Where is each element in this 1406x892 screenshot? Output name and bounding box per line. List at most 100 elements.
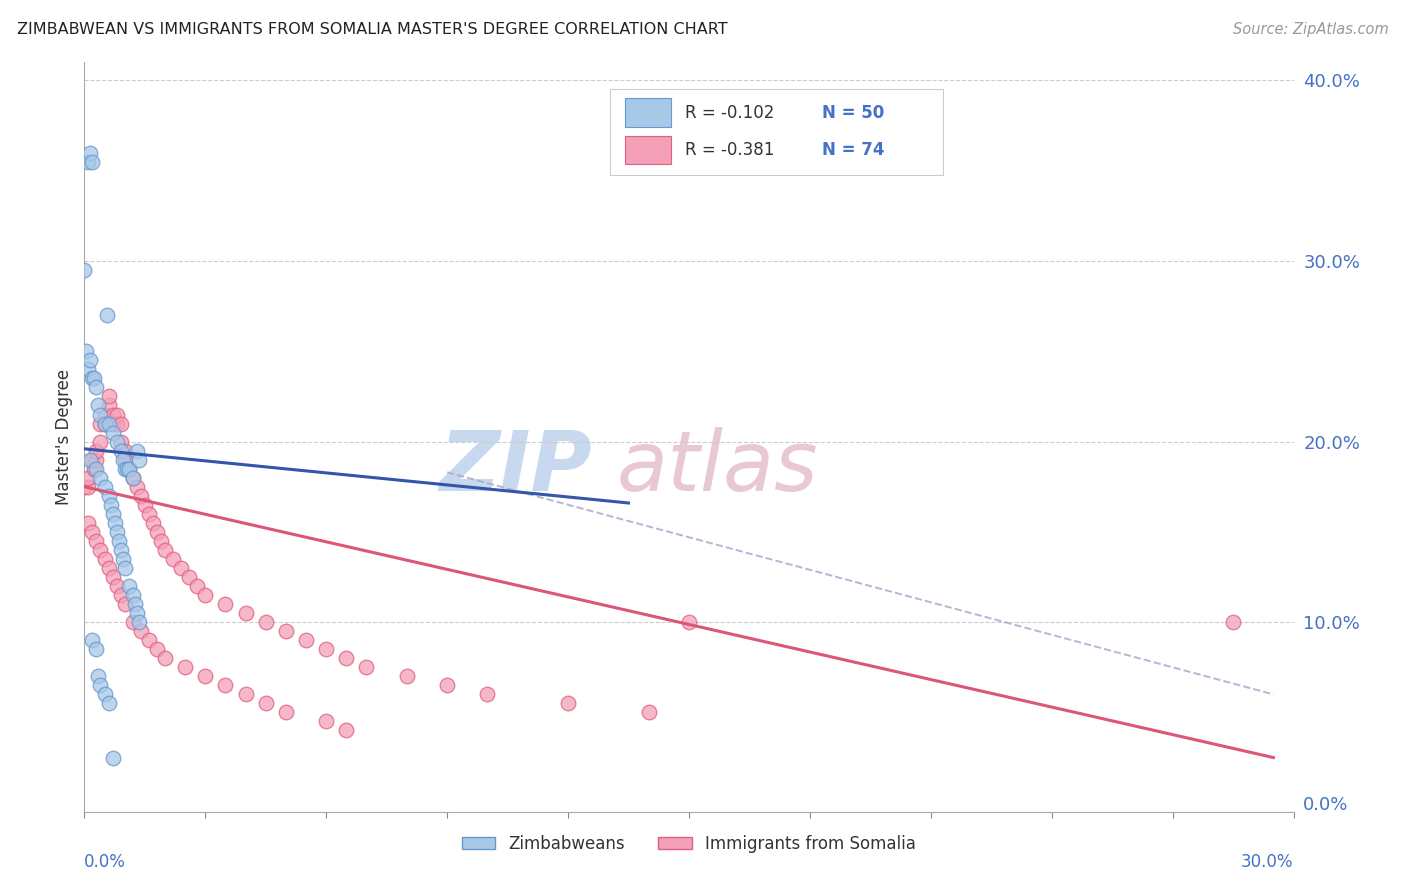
Point — [115, 461, 138, 475]
Point — [86, 642, 108, 657]
Point — [105, 579, 128, 593]
Point — [110, 443, 132, 458]
Point — [118, 461, 141, 475]
Point — [107, 533, 129, 548]
Point — [118, 461, 141, 475]
Point — [82, 154, 104, 169]
Point — [105, 417, 128, 431]
Point — [82, 633, 104, 648]
Point — [101, 425, 124, 440]
Point — [315, 714, 337, 729]
Point — [436, 678, 458, 692]
Point — [105, 434, 128, 449]
Point — [315, 642, 337, 657]
Point — [138, 633, 160, 648]
Text: ZIP: ZIP — [440, 426, 592, 508]
Point — [129, 624, 152, 639]
Point — [77, 154, 100, 169]
Point — [114, 452, 136, 467]
Point — [87, 399, 110, 413]
Point — [105, 524, 128, 539]
Point — [111, 552, 134, 566]
Point — [125, 443, 148, 458]
Point — [89, 471, 111, 485]
Point — [104, 516, 127, 530]
Point — [477, 687, 499, 701]
Point — [77, 480, 100, 494]
Point — [138, 507, 160, 521]
Text: 30.0%: 30.0% — [1241, 853, 1294, 871]
Point — [86, 452, 108, 467]
Point — [89, 408, 111, 422]
Point — [149, 533, 172, 548]
Point — [97, 389, 120, 403]
Point — [89, 434, 111, 449]
Text: R = -0.381: R = -0.381 — [685, 141, 775, 159]
Point — [89, 543, 111, 558]
Point — [274, 706, 297, 720]
Point — [153, 543, 176, 558]
Point — [93, 408, 115, 422]
Text: N = 74: N = 74 — [823, 141, 884, 159]
Point — [93, 480, 115, 494]
Point — [678, 615, 700, 629]
Point — [125, 480, 148, 494]
FancyBboxPatch shape — [624, 136, 671, 164]
Point — [235, 687, 257, 701]
Point — [335, 651, 357, 665]
Point — [86, 533, 108, 548]
Point — [254, 615, 277, 629]
Point — [110, 588, 132, 602]
Point — [128, 615, 150, 629]
Text: Source: ZipAtlas.com: Source: ZipAtlas.com — [1233, 22, 1389, 37]
Y-axis label: Master's Degree: Master's Degree — [55, 369, 73, 505]
Point — [114, 443, 136, 458]
Point — [87, 669, 110, 683]
Point — [93, 417, 115, 431]
Point — [96, 308, 118, 322]
Point — [274, 624, 297, 639]
Point — [89, 417, 111, 431]
Point — [146, 642, 169, 657]
Point — [93, 417, 115, 431]
Point — [83, 371, 105, 385]
Point — [114, 597, 136, 611]
Text: 0.0%: 0.0% — [84, 853, 127, 871]
Point — [86, 443, 108, 458]
Point — [77, 516, 100, 530]
Point — [121, 471, 143, 485]
Point — [111, 452, 134, 467]
Point — [128, 452, 150, 467]
Point — [101, 417, 124, 431]
Point — [105, 408, 128, 422]
Point — [101, 750, 124, 764]
Point — [179, 570, 201, 584]
Point — [557, 697, 579, 711]
Point — [97, 697, 120, 711]
Point — [134, 498, 156, 512]
Point — [79, 353, 101, 368]
Point — [214, 597, 236, 611]
Point — [100, 498, 122, 512]
Text: ZIMBABWEAN VS IMMIGRANTS FROM SOMALIA MASTER'S DEGREE CORRELATION CHART: ZIMBABWEAN VS IMMIGRANTS FROM SOMALIA MA… — [17, 22, 727, 37]
Point — [77, 362, 100, 376]
Point — [75, 344, 97, 359]
Point — [101, 507, 124, 521]
Point — [121, 615, 143, 629]
Point — [82, 524, 104, 539]
Text: R = -0.102: R = -0.102 — [685, 103, 775, 121]
FancyBboxPatch shape — [610, 88, 943, 175]
Text: atlas: atlas — [616, 426, 818, 508]
Point — [146, 524, 169, 539]
Point — [97, 399, 120, 413]
Point — [77, 471, 100, 485]
Point — [110, 434, 132, 449]
Point — [1222, 615, 1244, 629]
Point — [110, 417, 132, 431]
Point — [356, 660, 378, 674]
Point — [86, 461, 108, 475]
Point — [73, 263, 96, 277]
Point — [170, 561, 193, 575]
Point — [101, 408, 124, 422]
Point — [121, 471, 143, 485]
